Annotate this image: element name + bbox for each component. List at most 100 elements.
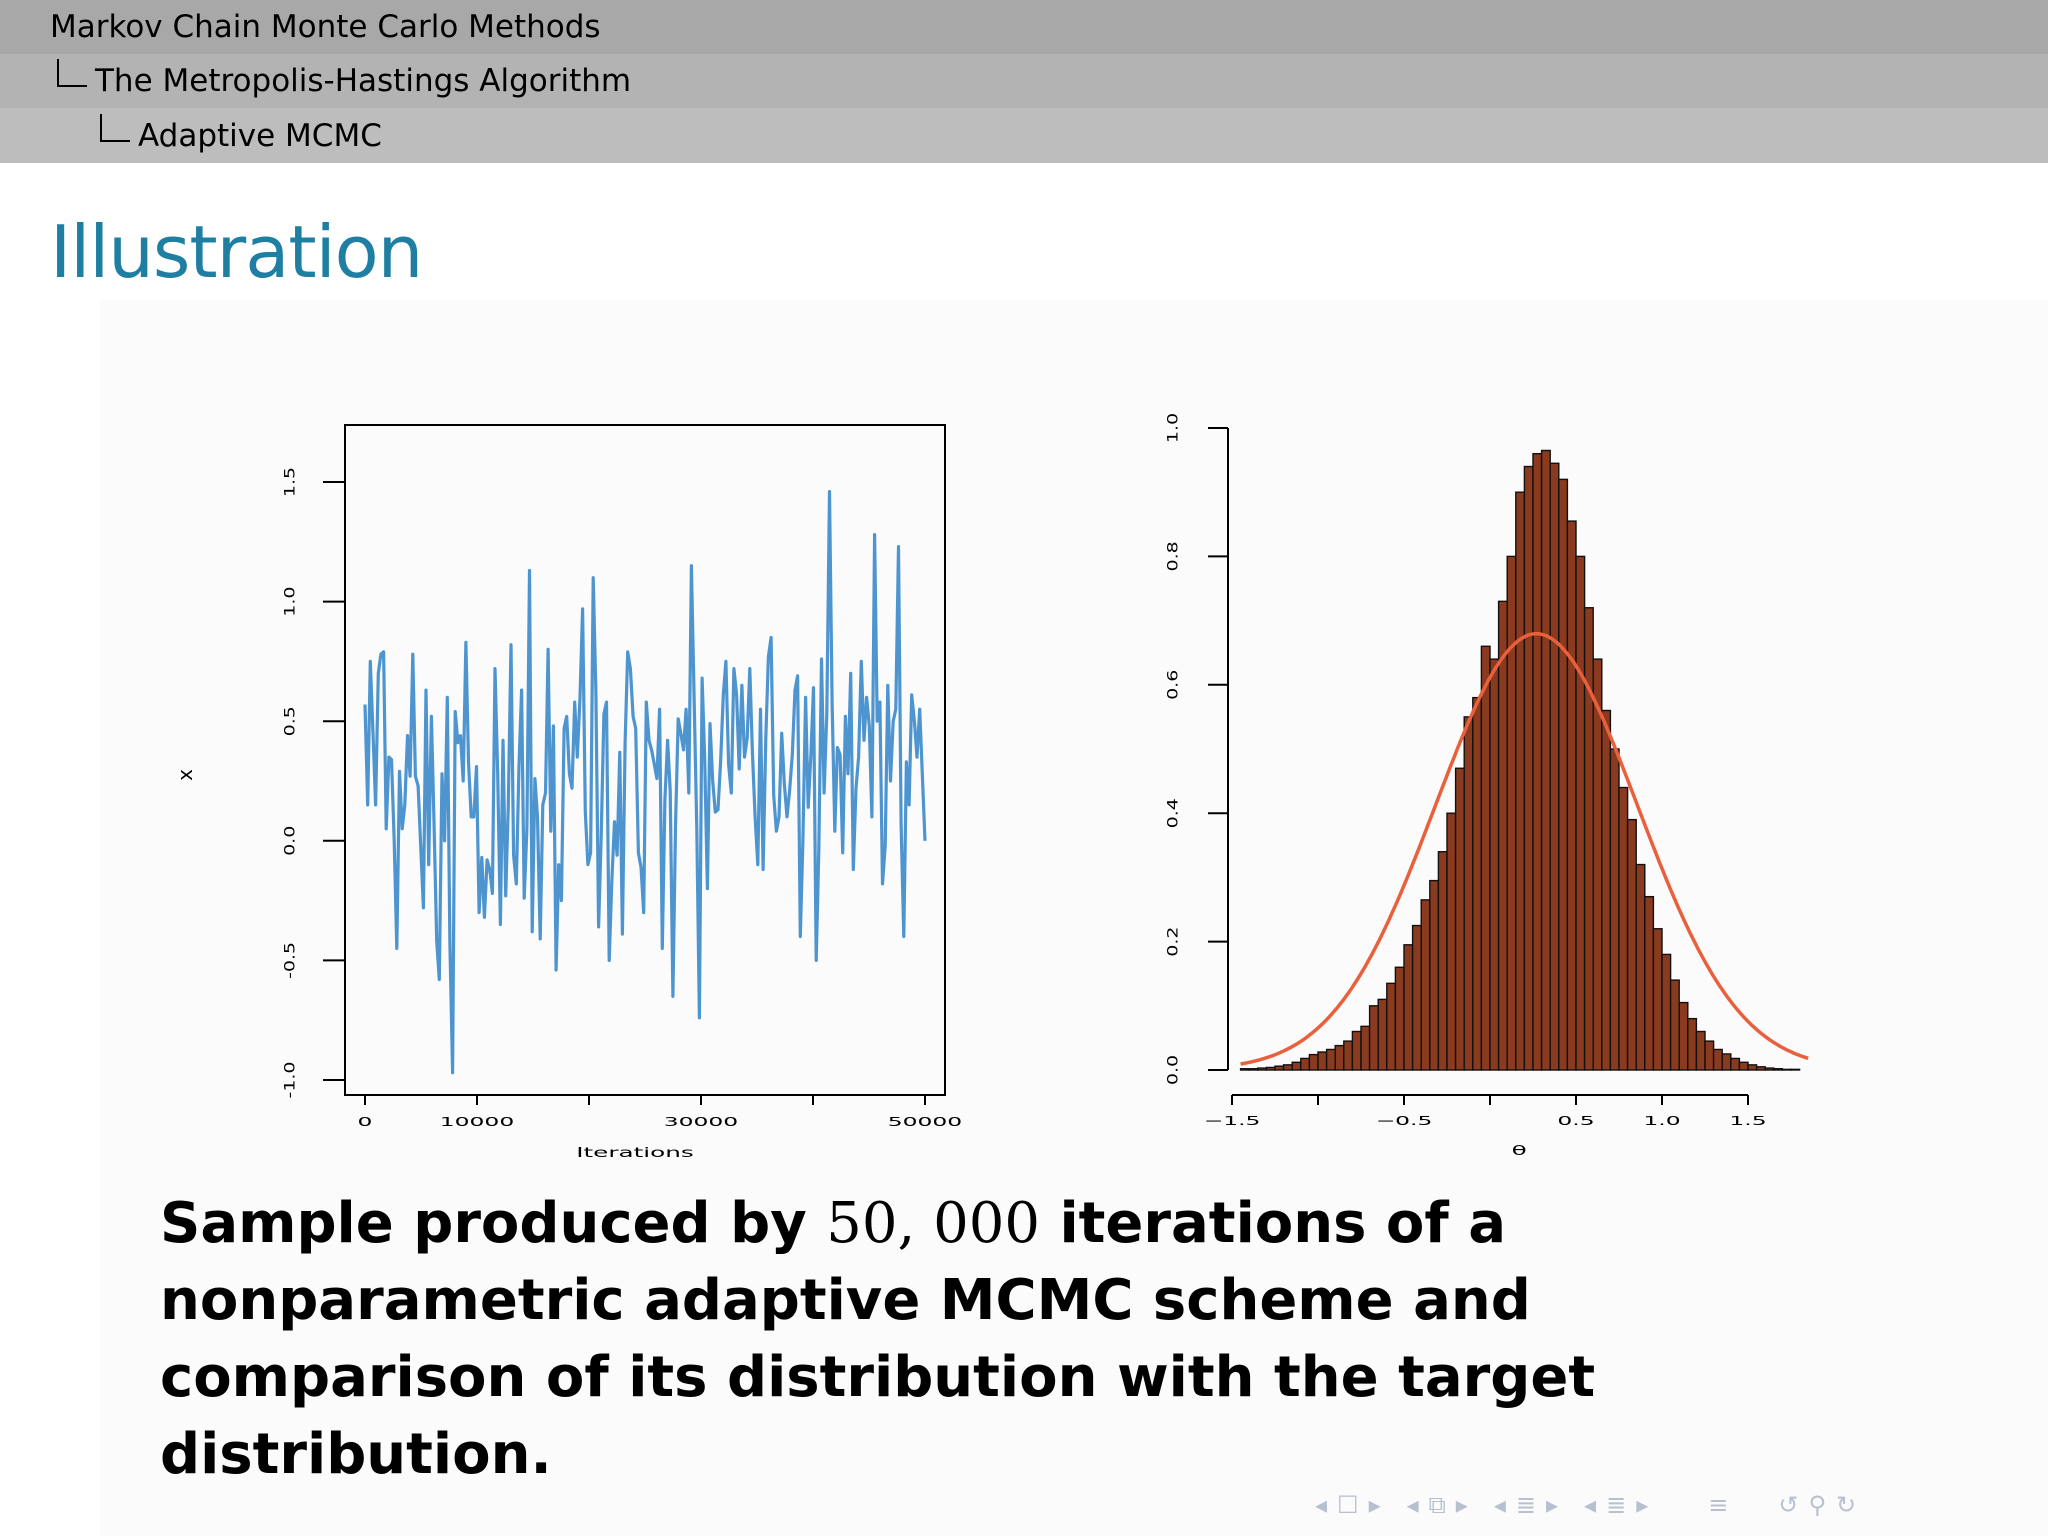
section-icon[interactable]: ≣ bbox=[1515, 1491, 1536, 1519]
frame-icon[interactable]: ☐ bbox=[1337, 1491, 1359, 1519]
hist-bar bbox=[1265, 1066, 1276, 1071]
frames-stack-icon[interactable]: ⧉ bbox=[1428, 1491, 1446, 1519]
hist-bar bbox=[1523, 465, 1534, 1071]
hist-bar bbox=[1239, 1068, 1250, 1071]
hist-bar bbox=[1661, 953, 1672, 1071]
hist-bar bbox=[1257, 1067, 1268, 1071]
y-tick-label: 0.2 bbox=[1164, 926, 1181, 956]
hist-bar bbox=[1497, 600, 1508, 1071]
arrow-left-icon[interactable]: ◂ bbox=[1406, 1491, 1419, 1519]
caption-text-b: iterations of a nonparametric adaptive M… bbox=[160, 1191, 1596, 1487]
hist-bar bbox=[1334, 1044, 1345, 1071]
y-tick-label: 0.0 bbox=[281, 826, 298, 856]
hist-bar bbox=[1274, 1065, 1285, 1071]
hist-bar bbox=[1377, 998, 1388, 1071]
hist-bar bbox=[1411, 924, 1422, 1071]
hist-bar bbox=[1463, 716, 1474, 1071]
breadcrumb-level3[interactable]: Adaptive MCMC bbox=[0, 108, 2048, 163]
arrow-left-icon[interactable]: ◂ bbox=[1584, 1491, 1597, 1519]
y-tick-label: 0.0 bbox=[1164, 1055, 1181, 1085]
x-axis-label: Iterations bbox=[576, 1145, 694, 1160]
arrow-right-icon[interactable]: ▸ bbox=[1455, 1491, 1468, 1519]
breadcrumb-level2[interactable]: The Metropolis-Hastings Algorithm bbox=[0, 54, 2048, 108]
hist-bar bbox=[1609, 748, 1620, 1071]
hist-bar bbox=[1489, 658, 1500, 1071]
arrow-right-icon[interactable]: ▸ bbox=[1636, 1491, 1649, 1519]
hist-bar bbox=[1695, 1030, 1706, 1071]
hist-bar bbox=[1781, 1068, 1792, 1071]
hist-bar bbox=[1764, 1067, 1775, 1071]
hist-bar bbox=[1386, 982, 1397, 1071]
hist-bar bbox=[1558, 478, 1569, 1071]
y-tick-label: 0.4 bbox=[1164, 798, 1181, 828]
arrow-right-icon[interactable]: ▸ bbox=[1368, 1491, 1381, 1519]
hist-bar bbox=[1730, 1057, 1741, 1071]
hist-bar bbox=[1626, 818, 1637, 1071]
search-icon[interactable]: ⚲ bbox=[1808, 1491, 1827, 1519]
breadcrumb-level1[interactable]: Markov Chain Monte Carlo Methods bbox=[0, 0, 2048, 54]
hist-bar bbox=[1446, 812, 1457, 1071]
x-tick-label: 50000 bbox=[888, 1115, 962, 1129]
tree-corner-icon bbox=[100, 113, 130, 142]
hist-bar bbox=[1480, 645, 1491, 1071]
hist-bar bbox=[1652, 928, 1663, 1071]
back-loop-icon[interactable]: ↺ bbox=[1778, 1491, 1799, 1519]
breadcrumb-level3-label: Adaptive MCMC bbox=[138, 117, 382, 154]
hist-bar bbox=[1635, 863, 1646, 1071]
hist-bar bbox=[1669, 979, 1680, 1071]
slide-title: Illustration bbox=[50, 210, 423, 294]
hist-bar bbox=[1687, 1017, 1698, 1071]
hist-bar bbox=[1291, 1061, 1302, 1071]
hist-bar bbox=[1773, 1068, 1784, 1071]
beamer-navigation: ◂ ☐ ▸ ◂ ⧉ ▸ ◂ ≣ ▸ ◂ ≣ ▸ ≡ ↺ ⚲ ↻ bbox=[1315, 1490, 1866, 1520]
hist-bar bbox=[1248, 1068, 1259, 1071]
hist-bar bbox=[1540, 449, 1551, 1071]
caption-text-a: Sample produced by bbox=[160, 1191, 827, 1256]
hist-bar bbox=[1351, 1030, 1362, 1071]
y-axis-label: x bbox=[173, 769, 197, 781]
x-axis-label: θ bbox=[1512, 1143, 1527, 1158]
hist-bar bbox=[1601, 709, 1612, 1071]
hist-bar bbox=[1755, 1066, 1766, 1071]
x-tick-label: 1.0 bbox=[1643, 1114, 1680, 1128]
x-tick-label: −1.5 bbox=[1204, 1114, 1261, 1128]
tree-corner-icon bbox=[57, 59, 87, 87]
arrow-left-icon[interactable]: ◂ bbox=[1493, 1491, 1506, 1519]
subsection-icon[interactable]: ≣ bbox=[1606, 1491, 1627, 1519]
x-tick-label: 0.5 bbox=[1557, 1114, 1594, 1128]
hist-bar bbox=[1506, 555, 1517, 1071]
hist-bar bbox=[1747, 1064, 1758, 1071]
hist-bar bbox=[1721, 1053, 1732, 1071]
hist-bar bbox=[1403, 944, 1414, 1071]
hist-bar bbox=[1420, 899, 1431, 1071]
hist-bar bbox=[1583, 607, 1594, 1071]
x-tick-label: 10000 bbox=[440, 1115, 514, 1129]
breadcrumb-level2-label: The Metropolis-Hastings Algorithm bbox=[95, 63, 632, 99]
hist-bar bbox=[1566, 520, 1577, 1071]
hist-bar bbox=[1317, 1051, 1328, 1071]
arrow-left-icon[interactable]: ◂ bbox=[1315, 1491, 1328, 1519]
arrow-right-icon[interactable]: ▸ bbox=[1546, 1491, 1559, 1519]
hist-bar bbox=[1360, 1025, 1371, 1071]
x-tick-label: 0 bbox=[358, 1115, 373, 1129]
hist-bar bbox=[1644, 895, 1655, 1071]
hist-bar bbox=[1300, 1057, 1311, 1071]
y-tick-label: 0.8 bbox=[1164, 541, 1181, 571]
hist-bar bbox=[1549, 462, 1560, 1071]
hist-bar bbox=[1437, 851, 1448, 1071]
x-tick-label: 30000 bbox=[664, 1115, 738, 1129]
hist-bar bbox=[1678, 1001, 1689, 1071]
hist-bar bbox=[1472, 696, 1483, 1071]
align-icon[interactable]: ≡ bbox=[1708, 1491, 1729, 1519]
hist-bar bbox=[1790, 1068, 1801, 1071]
histogram-plot: 0.0 0.2 0.4 0.6 0.8 1.0 −1.5 −0.5 0.5 1.0 1.5 θ bbox=[1164, 413, 1809, 1158]
hist-bar bbox=[1575, 555, 1586, 1071]
y-tick-label: -0.5 bbox=[281, 942, 298, 979]
forward-loop-icon[interactable]: ↻ bbox=[1836, 1491, 1857, 1519]
hist-bar bbox=[1592, 658, 1603, 1071]
hist-bar bbox=[1738, 1061, 1749, 1071]
hist-bar bbox=[1515, 491, 1526, 1071]
hist-bar bbox=[1308, 1053, 1319, 1071]
x-tick-label: 1.5 bbox=[1729, 1114, 1766, 1128]
hist-bar bbox=[1429, 879, 1440, 1071]
